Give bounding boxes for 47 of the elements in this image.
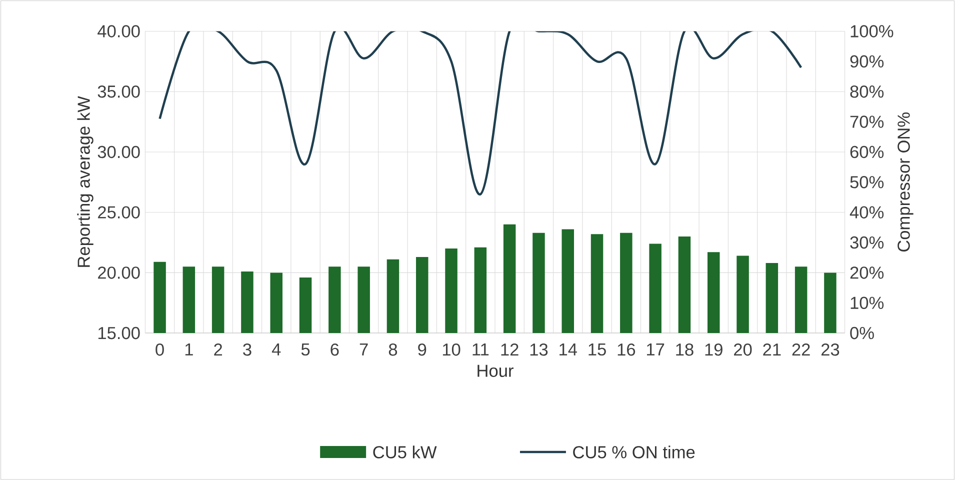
y2-tick-label: 80% bbox=[850, 85, 884, 98]
x-tick-label: 22 bbox=[792, 343, 810, 356]
x-tick-label: 4 bbox=[272, 343, 281, 356]
y2-axis-title: Compressor ON% bbox=[898, 112, 914, 252]
x-tick-label: 5 bbox=[301, 343, 310, 356]
x-tick-label: 13 bbox=[530, 343, 548, 356]
y-tick-label: 15.00 bbox=[98, 326, 140, 340]
y-tick-label: 20.00 bbox=[98, 266, 140, 279]
y2-tick-label: 40% bbox=[850, 206, 884, 218]
y2-tick-label: 20% bbox=[850, 266, 884, 279]
x-tick-label: 10 bbox=[442, 343, 460, 356]
y-tick-label: 35.00 bbox=[98, 85, 140, 98]
y-tick-label: 25.00 bbox=[98, 206, 140, 218]
x-tick-label: 1 bbox=[185, 343, 193, 356]
x-axis-title: Hour bbox=[478, 364, 514, 377]
x-tick-label: 20 bbox=[734, 343, 752, 356]
x-tick-label: 17 bbox=[647, 343, 664, 356]
x-tick-label: 11 bbox=[472, 343, 489, 356]
y2-tick-label: 60% bbox=[850, 146, 884, 158]
x-tick-label: 15 bbox=[588, 343, 606, 356]
y2-tick-label: 30% bbox=[850, 236, 884, 249]
y-tick-label: 30.00 bbox=[98, 146, 140, 158]
x-tick-label: 3 bbox=[243, 343, 252, 356]
legend-label: CU5 % ON time bbox=[573, 446, 695, 458]
x-tick-label: 18 bbox=[676, 343, 694, 356]
x-tick-label: 12 bbox=[501, 343, 518, 356]
line-series bbox=[158, 31, 802, 196]
y-tick-label: 40.00 bbox=[98, 24, 140, 38]
y2-tick-label: 90% bbox=[850, 55, 884, 68]
y-axis-title: Reporting average kW bbox=[77, 96, 94, 267]
x-tick-label: 0 bbox=[156, 343, 164, 356]
x-tick-label: 23 bbox=[821, 343, 840, 356]
x-tick-label: 8 bbox=[388, 343, 398, 356]
x-tick-label: 9 bbox=[418, 343, 426, 356]
y2-tick-label: 50% bbox=[850, 176, 884, 188]
x-tick-label: 21 bbox=[763, 343, 781, 356]
x-tick-label: 2 bbox=[214, 343, 222, 356]
y2-tick-label: 10% bbox=[850, 296, 884, 309]
x-tick-label: 7 bbox=[360, 343, 368, 356]
y2-tick-label: 100% bbox=[850, 24, 894, 38]
x-tick-label: 14 bbox=[560, 343, 577, 356]
x-tick-label: 16 bbox=[618, 343, 636, 356]
x-tick-label: 19 bbox=[705, 343, 722, 356]
y2-tick-label: 70% bbox=[850, 116, 884, 128]
x-tick-label: 6 bbox=[330, 343, 339, 356]
legend-label: CU5 kW bbox=[373, 446, 437, 458]
y2-tick-label: 0% bbox=[850, 326, 874, 340]
